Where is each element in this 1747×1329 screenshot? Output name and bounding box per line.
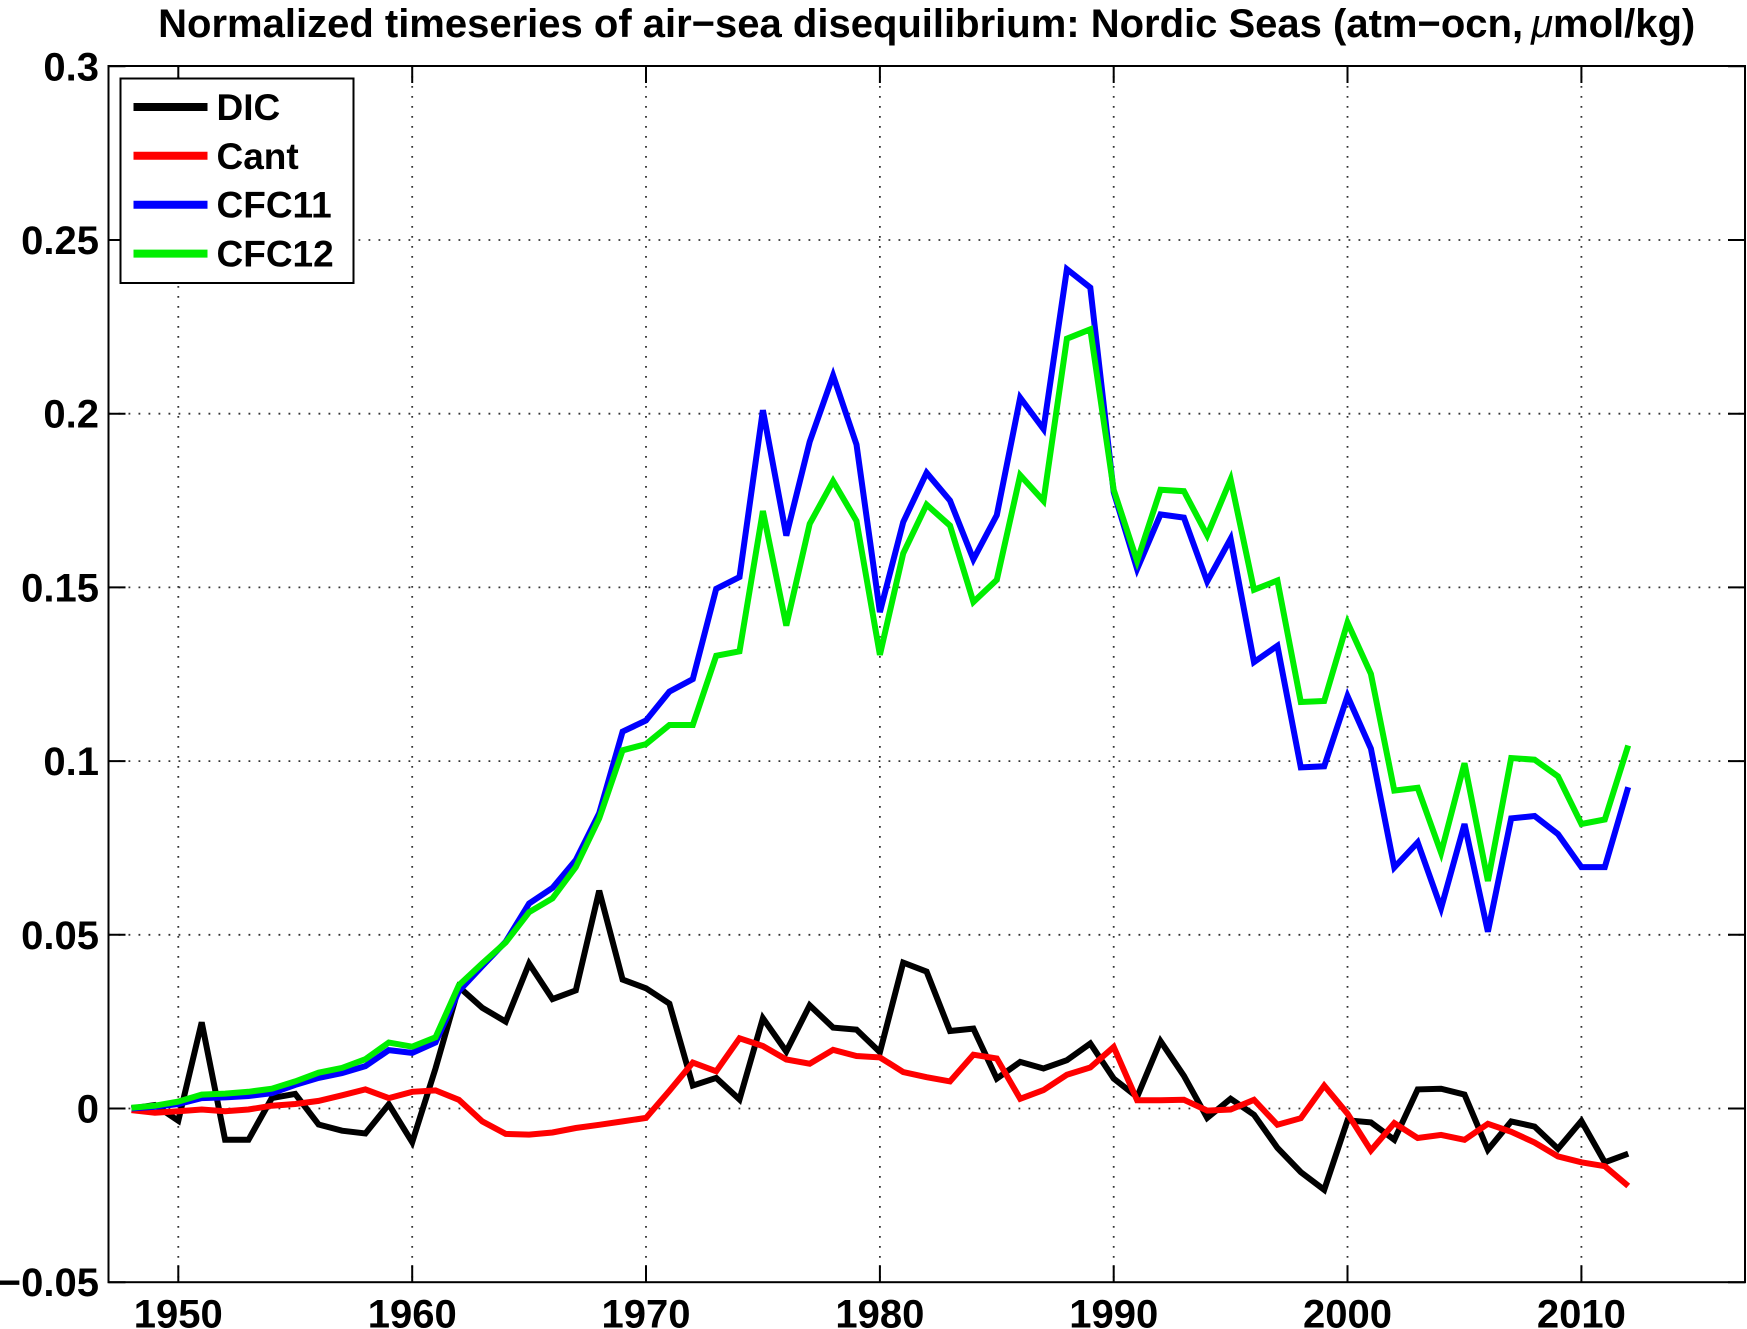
svg-text:0.2: 0.2 (43, 393, 99, 437)
svg-text:DIC: DIC (217, 87, 281, 128)
svg-text:0.3: 0.3 (43, 45, 99, 89)
svg-text:−0.05: −0.05 (0, 1261, 99, 1305)
svg-text:1980: 1980 (835, 1293, 924, 1329)
svg-text:Cant: Cant (217, 136, 299, 177)
svg-text:0.1: 0.1 (43, 740, 99, 784)
svg-text:1950: 1950 (134, 1293, 223, 1329)
svg-text:1970: 1970 (602, 1293, 691, 1329)
svg-text:CFC11: CFC11 (217, 185, 332, 226)
svg-text:0.25: 0.25 (21, 219, 99, 263)
svg-text:0: 0 (77, 1088, 99, 1132)
svg-text:1990: 1990 (1069, 1293, 1158, 1329)
svg-text:0.05: 0.05 (21, 914, 99, 958)
svg-text:2010: 2010 (1537, 1293, 1626, 1329)
svg-text:0.15: 0.15 (21, 566, 99, 610)
svg-text:Normalized timeseries of air−s: Normalized timeseries of air−sea disequi… (158, 2, 1695, 46)
svg-text:2000: 2000 (1303, 1293, 1392, 1329)
svg-text:1960: 1960 (368, 1293, 457, 1329)
svg-text:CFC12: CFC12 (217, 234, 334, 275)
